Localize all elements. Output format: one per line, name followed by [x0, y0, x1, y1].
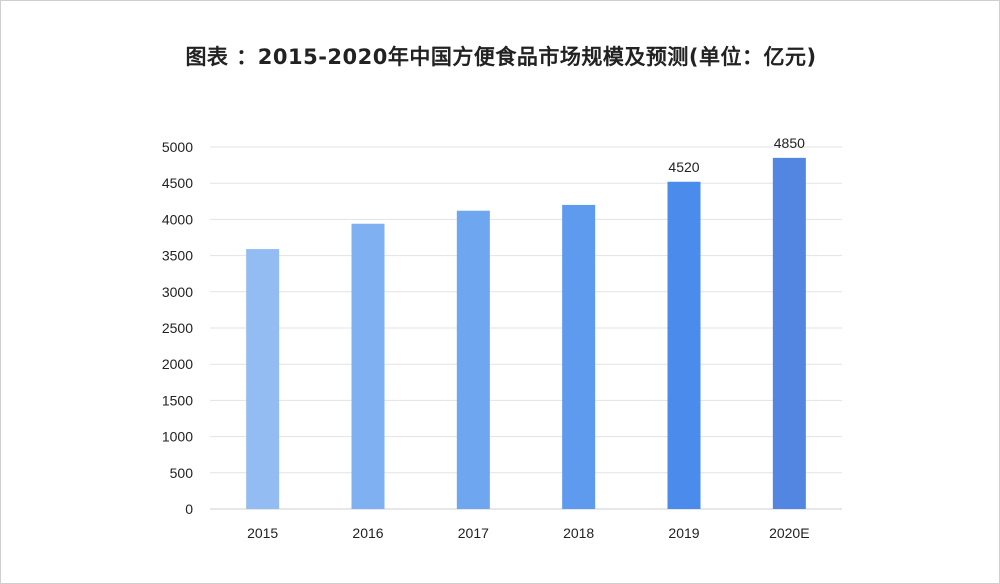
data-label-2020E: 4850 [774, 135, 805, 151]
x-tick-label: 2017 [458, 525, 489, 541]
y-tick-label: 5000 [162, 139, 193, 155]
bar-2017 [456, 210, 490, 509]
bar-2015 [246, 249, 280, 510]
x-tick-label: 2020E [769, 525, 809, 541]
x-tick-label: 2018 [563, 525, 594, 541]
x-tick-label: 2015 [247, 525, 278, 541]
y-tick-label: 3500 [162, 248, 193, 264]
bar-2016 [351, 223, 385, 509]
y-tick-label: 1500 [162, 392, 193, 408]
data-label-2019: 4520 [668, 159, 699, 175]
y-tick-label: 2000 [162, 356, 193, 372]
y-tick-label: 1000 [162, 429, 193, 445]
chart-title: 图表 ：2015-2020年中国方便食品市场规模及预测(单位：亿元) [185, 45, 817, 69]
y-tick-label: 0 [185, 501, 193, 517]
bar-2020E [772, 157, 806, 510]
y-tick-label: 4500 [162, 175, 193, 191]
x-tick-label: 2019 [668, 525, 699, 541]
x-tick-label: 2016 [352, 525, 383, 541]
bar-2018 [562, 204, 596, 510]
bar-2019 [667, 181, 701, 509]
y-tick-label: 4000 [162, 211, 193, 227]
y-tick-label: 500 [170, 465, 194, 481]
y-tick-label: 3000 [162, 284, 193, 300]
y-tick-label: 2500 [162, 320, 193, 336]
